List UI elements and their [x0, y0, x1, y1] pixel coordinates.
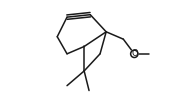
Circle shape: [131, 50, 138, 58]
Text: O: O: [131, 49, 138, 58]
